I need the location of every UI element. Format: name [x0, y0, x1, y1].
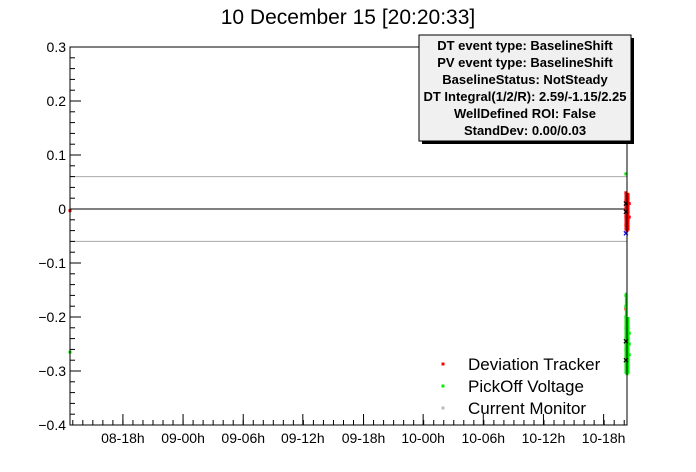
- x-tick-label-2: 09-06h: [221, 430, 265, 446]
- stats-line-3: DT Integral(1/2/R): 2.59/-1.15/2.25: [423, 89, 626, 104]
- y-tick-label-7: −0.4: [38, 417, 66, 433]
- legend-label-0: Deviation Tracker: [468, 355, 601, 374]
- axes: 0.3 0.2 0.1 0 −0.1 −0.2 −0.3 −0.4 08-18h 09-00h 09…: [38, 39, 628, 446]
- legend-marker-1: [441, 384, 445, 388]
- legend-marker-2: [441, 406, 445, 410]
- y-tick-label-3: 0: [58, 201, 66, 217]
- y-tick-label-5: −0.2: [38, 309, 66, 325]
- y-tick-label-6: −0.3: [38, 363, 66, 379]
- x-tick-label-8: 10-18h: [582, 430, 626, 446]
- x-tick-label-3: 09-12h: [281, 430, 325, 446]
- y-tick-label-1: 0.2: [47, 93, 67, 109]
- stats-line-5: StandDev: 0.00/0.03: [464, 123, 586, 138]
- legend: Deviation Tracker PickOff Voltage Current …: [441, 355, 601, 418]
- x-tick-label-5: 10-00h: [401, 430, 445, 446]
- y-tick-label-2: 0.1: [47, 147, 67, 163]
- chart-title: 10 December 15 [20:20:33]: [221, 6, 476, 29]
- stats-line-4: WellDefined ROI: False: [454, 106, 596, 121]
- x-tick-label-6: 10-06h: [461, 430, 505, 446]
- legend-marker-0: [441, 362, 445, 366]
- y-tick-label-4: −0.1: [38, 255, 66, 271]
- stats-line-0: DT event type: BaselineShift: [437, 38, 613, 53]
- x-tick-label-7: 10-12h: [522, 430, 566, 446]
- x-tick-label-0: 08-18h: [101, 430, 145, 446]
- point-pickoff-voltage-1: [624, 172, 628, 176]
- stats-line-1: PV event type: BaselineShift: [437, 55, 613, 70]
- y-tick-label-0: 0.3: [47, 39, 67, 55]
- legend-label-2: Current Monitor: [468, 399, 586, 418]
- x-tick-label-1: 09-00h: [161, 430, 205, 446]
- plot-frame: [69, 46, 628, 426]
- reference-lines: [70, 176, 627, 242]
- legend-label-1: PickOff Voltage: [468, 377, 584, 396]
- stats-box: DT event type: BaselineShift PV event typ…: [418, 34, 634, 144]
- x-tick-label-4: 09-18h: [342, 430, 386, 446]
- stats-box-frame: [418, 34, 632, 142]
- stats-line-2: BaselineStatus: NotSteady: [442, 72, 608, 87]
